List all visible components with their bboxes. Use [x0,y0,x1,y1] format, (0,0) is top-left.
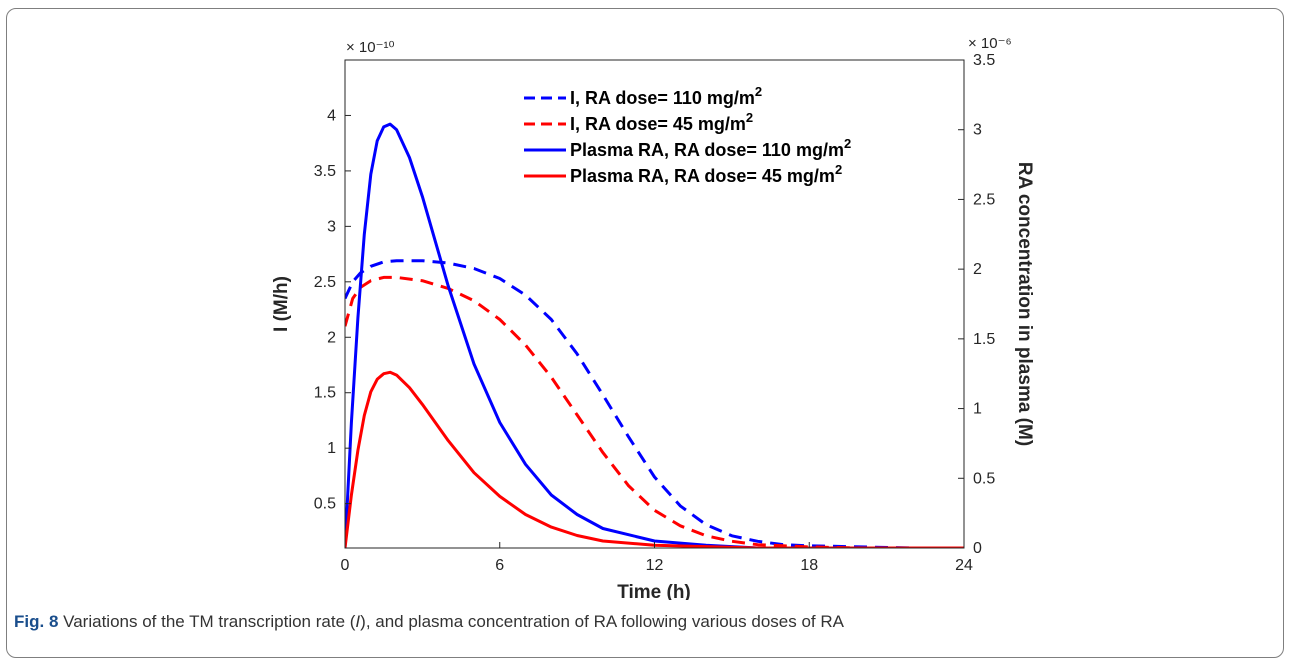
series-line-4 [345,370,964,548]
right-axis-label: RA concentration in plasma (M) [1014,162,1035,446]
x-tick-label: 12 [646,557,664,574]
legend-entry-text: Plasma RA, RA dose= 45 mg/m [570,166,835,186]
caption-text-after: ), and plasma concentration of RA follow… [360,612,844,631]
series-line-2 [345,275,964,548]
right-y-tick-label: 1.5 [973,331,995,348]
x-tick-label: 6 [495,557,504,574]
left-y-tick-label: 2 [327,329,336,346]
caption-italic-symbol: I [355,612,361,631]
chart: 0 6 12 18 24 0.5 1 1.5 2 2.5 3 3.5 4 0 0.5 1 1.5 2 2.5 3 3.5… [271,35,1035,600]
x-tick-label: 0 [341,557,350,574]
left-y-tick-label: 4 [327,107,336,124]
legend-entry-superscript: 2 [844,136,851,151]
legend-entry-3: Plasma RA, RA dose= 110 mg/m2 [570,136,851,160]
left-y-tick-label: 2.5 [314,274,336,291]
series-line-1 [345,259,964,548]
legend-entry-1: I, RA dose= 110 mg/m2 [570,84,762,108]
legend-entry-superscript: 2 [835,162,842,177]
left-y-tick-label: 1 [327,440,336,457]
right-y-tick-label: 1 [973,401,982,418]
left-y-tick-label: 3 [327,218,336,235]
legend-entry-text: I, RA dose= 110 mg/m [570,88,755,108]
legend-entry-text: I, RA dose= 45 mg/m [570,114,746,134]
right-y-tick-label: 0 [973,540,982,557]
right-y-tick-label: 0.5 [973,470,995,487]
caption-text-before: Variations of the TM transcription rate … [63,612,356,631]
left-axis-exponent: × 10⁻¹⁰ [346,39,395,56]
legend-entry-2: I, RA dose= 45 mg/m2 [570,110,753,134]
legend: I, RA dose= 110 mg/m2I, RA dose= 45 mg/m… [524,84,851,186]
left-y-tick-label: 1.5 [314,385,336,402]
left-axis-label: I (M/h) [271,276,292,332]
left-y-tick-label: 3.5 [314,163,336,180]
legend-entry-superscript: 2 [746,110,753,125]
legend-entry-text: Plasma RA, RA dose= 110 mg/m [570,140,844,160]
caption-label: Fig. 8 [14,612,59,631]
right-y-tick-label: 2.5 [973,191,995,208]
right-y-tick-label: 3.5 [973,52,995,69]
right-axis-exponent: × 10⁻⁶ [968,35,1012,52]
legend-entry-superscript: 2 [755,84,762,99]
series-line-3 [345,122,964,548]
legend-entry-4: Plasma RA, RA dose= 45 mg/m2 [570,162,842,186]
right-y-tick-label: 2 [973,261,982,278]
plot-area [345,60,964,548]
figure-caption: Fig. 8 Variations of the TM transcriptio… [14,612,844,632]
left-y-tick-label: 0.5 [314,496,336,513]
right-y-tick-label: 3 [973,122,982,139]
x-axis-label: Time (h) [617,582,691,600]
x-tick-label: 24 [955,557,973,574]
x-tick-label: 18 [800,557,818,574]
